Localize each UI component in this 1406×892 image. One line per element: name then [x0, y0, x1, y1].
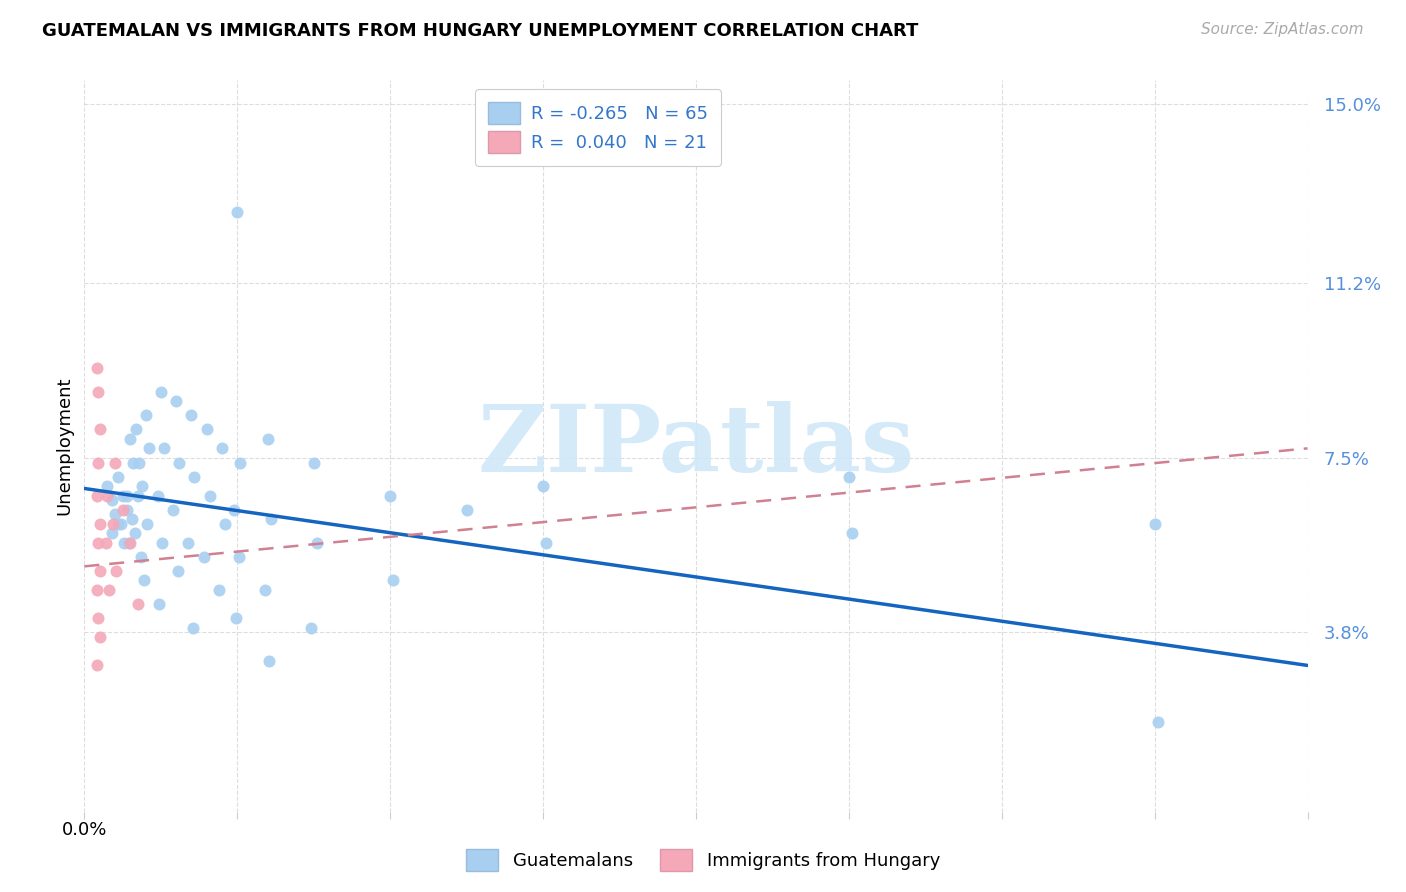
Point — [104, 508, 127, 522]
Point — [260, 512, 283, 526]
Point — [87, 611, 110, 625]
Point — [229, 456, 252, 470]
Point — [456, 502, 478, 516]
Point — [104, 456, 127, 470]
Point — [112, 535, 135, 549]
Point — [118, 535, 141, 549]
Point — [136, 516, 159, 531]
Point — [180, 409, 202, 423]
Text: Source: ZipAtlas.com: Source: ZipAtlas.com — [1201, 22, 1364, 37]
Point — [150, 535, 173, 549]
Point — [534, 535, 557, 549]
Point — [120, 432, 142, 446]
Point — [177, 535, 200, 549]
Point — [86, 489, 108, 503]
Point — [138, 442, 160, 456]
Text: GUATEMALAN VS IMMIGRANTS FROM HUNGARY UNEMPLOYMENT CORRELATION CHART: GUATEMALAN VS IMMIGRANTS FROM HUNGARY UN… — [42, 22, 918, 40]
Point — [228, 549, 250, 564]
Point — [135, 409, 157, 423]
Point — [124, 526, 146, 541]
Point — [208, 582, 231, 597]
Point — [838, 469, 860, 483]
Point — [226, 205, 249, 219]
Point — [127, 489, 149, 503]
Point — [86, 658, 108, 673]
Point — [89, 422, 111, 436]
Point — [87, 535, 110, 549]
Y-axis label: Unemployment: Unemployment — [55, 376, 73, 516]
Point — [1146, 714, 1168, 729]
Point — [96, 479, 118, 493]
Point — [299, 621, 322, 635]
Point — [110, 516, 132, 531]
Point — [97, 582, 120, 597]
Point — [89, 516, 111, 531]
Point — [1143, 516, 1166, 531]
Point — [224, 502, 246, 516]
Point — [305, 535, 328, 549]
Point — [253, 582, 276, 597]
Point — [111, 502, 134, 516]
Point — [96, 489, 118, 503]
Point — [162, 502, 184, 516]
Point — [86, 361, 108, 376]
Point — [111, 489, 134, 503]
Point — [198, 489, 221, 503]
Point — [531, 479, 554, 493]
Point — [165, 394, 187, 409]
Point — [193, 549, 215, 564]
Point — [86, 582, 108, 597]
Point — [167, 456, 190, 470]
Point — [89, 630, 111, 644]
Point — [166, 564, 188, 578]
Point — [120, 535, 142, 549]
Point — [183, 469, 205, 483]
Point — [125, 422, 148, 436]
Point — [146, 489, 169, 503]
Point — [259, 654, 281, 668]
Point — [841, 526, 863, 541]
Point — [382, 574, 405, 588]
Point — [101, 526, 124, 541]
Point — [122, 456, 145, 470]
Text: ZIPatlas: ZIPatlas — [478, 401, 914, 491]
Point — [131, 479, 153, 493]
Point — [214, 516, 236, 531]
Point — [225, 611, 247, 625]
Point — [257, 432, 280, 446]
Point — [148, 597, 170, 611]
Point — [94, 535, 117, 549]
Point — [211, 442, 233, 456]
Point — [115, 502, 138, 516]
Point — [121, 512, 143, 526]
Point — [302, 456, 325, 470]
Point — [107, 469, 129, 483]
Point — [128, 456, 150, 470]
Point — [149, 384, 172, 399]
Point — [132, 574, 155, 588]
Point — [101, 493, 124, 508]
Text: 0.0%: 0.0% — [62, 822, 107, 839]
Point — [103, 516, 125, 531]
Point — [129, 549, 152, 564]
Point — [153, 442, 176, 456]
Point — [87, 456, 110, 470]
Point — [195, 422, 218, 436]
Point — [89, 564, 111, 578]
Point — [105, 564, 128, 578]
Point — [107, 516, 129, 531]
Point — [87, 384, 110, 399]
Legend: Guatemalans, Immigrants from Hungary: Guatemalans, Immigrants from Hungary — [458, 842, 948, 879]
Point — [380, 489, 402, 503]
Point — [181, 621, 204, 635]
Point — [115, 489, 138, 503]
Legend: R = -0.265   N = 65, R =  0.040   N = 21: R = -0.265 N = 65, R = 0.040 N = 21 — [475, 89, 721, 166]
Point — [127, 597, 149, 611]
